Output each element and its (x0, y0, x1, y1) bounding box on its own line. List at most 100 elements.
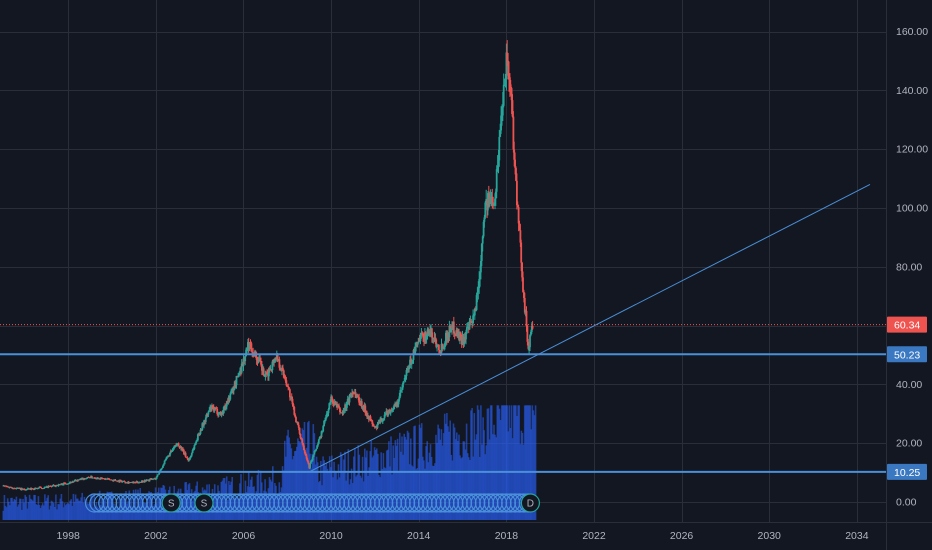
event-marker[interactable] (161, 493, 181, 513)
volume-bar (387, 449, 389, 520)
candle-body (191, 450, 194, 454)
candle-body (491, 196, 494, 205)
candle-body (232, 389, 235, 391)
volume-bar (262, 493, 264, 520)
volume-bar (281, 466, 284, 520)
candle-body (225, 401, 228, 407)
candle-body (512, 116, 515, 150)
volume-bar (67, 502, 69, 520)
y-tick-label: 80.00 (896, 261, 922, 273)
volume-bar (80, 497, 82, 520)
candle-body (449, 325, 452, 332)
volume-bar (292, 456, 295, 520)
volume-bar (344, 451, 346, 520)
candle-body (172, 448, 175, 450)
volume-bar (374, 450, 377, 520)
volume-bar (458, 434, 460, 520)
candle-body (429, 331, 431, 335)
event-marker[interactable] (520, 493, 541, 513)
candle-body (56, 485, 59, 487)
volume-bar (187, 484, 190, 520)
candle-body (28, 488, 31, 490)
candle-body (495, 169, 498, 192)
candle-body (481, 236, 484, 244)
volume-bar (244, 480, 247, 520)
volume-bar (433, 466, 435, 520)
volume-bar (396, 438, 399, 520)
horizontal-levels[interactable] (0, 324, 886, 473)
volume-bar (413, 426, 415, 520)
candle-body (91, 476, 93, 478)
trend-line[interactable] (308, 183, 871, 473)
trend-line-group[interactable] (308, 183, 871, 473)
candle-body (34, 487, 36, 490)
candle-body (163, 460, 166, 465)
volume-bar (46, 497, 48, 520)
time-axis[interactable]: 1998 2002 2006 2010 2014 2018 2022 2026 2030 2034 (57, 530, 869, 542)
candle-body (176, 443, 178, 446)
candle-body (517, 207, 520, 224)
volume-bar (251, 476, 253, 520)
volume-bar (520, 430, 523, 520)
volume-bar (333, 461, 335, 520)
volume-bar (188, 483, 191, 520)
x-tick-label: 2010 (319, 530, 343, 542)
candle-body (453, 333, 456, 335)
candle-body (463, 336, 466, 345)
volume-bar (116, 507, 118, 520)
volume-bar (533, 415, 536, 520)
volume-bar (399, 432, 401, 520)
candle-body (66, 484, 69, 485)
volume-bar (213, 484, 216, 520)
volume-bar (449, 420, 451, 520)
volume-bar (92, 507, 94, 520)
volume-bar (216, 495, 218, 520)
candle-body (260, 361, 262, 365)
volume-bar (426, 441, 428, 520)
candle-body (473, 308, 476, 316)
candle-body (428, 334, 431, 336)
candle-body (342, 410, 345, 414)
volume-bar (98, 490, 101, 520)
volume-bar (2, 510, 5, 520)
candle-body (484, 202, 487, 218)
volume-bar (62, 507, 65, 520)
candle-body (158, 472, 161, 474)
candle-body (480, 261, 482, 273)
candle-body (235, 376, 238, 386)
volume-bar (308, 420, 310, 520)
candle-body (177, 443, 180, 447)
candle-body (306, 458, 309, 462)
volume-bar (43, 505, 45, 520)
candle-body (320, 431, 323, 437)
candle-body (189, 457, 191, 460)
candle-body (527, 341, 530, 349)
volume-bar (231, 477, 233, 520)
volume-bar (60, 494, 63, 520)
volume-bar (471, 408, 473, 520)
candle-body (425, 336, 428, 340)
candle-body (318, 437, 321, 440)
candle-body (240, 363, 243, 373)
candle-body (40, 487, 42, 489)
event-marker-label: D (527, 499, 534, 510)
candle-body (51, 485, 54, 487)
candle-body (438, 350, 441, 353)
candle-body (468, 321, 471, 330)
candle-body (494, 191, 497, 199)
volume-bar (91, 493, 93, 520)
candle-body (287, 386, 290, 388)
candle-body (422, 333, 424, 338)
candle-body (257, 359, 260, 364)
volume-bar (476, 405, 479, 520)
candle-body (401, 387, 403, 390)
candle-body (147, 479, 150, 481)
volume-bar (11, 497, 13, 520)
candle-body (11, 487, 13, 489)
volume-bar (66, 503, 68, 520)
candle-body (156, 474, 159, 477)
candle-body (211, 405, 213, 410)
event-marker[interactable] (194, 493, 214, 513)
